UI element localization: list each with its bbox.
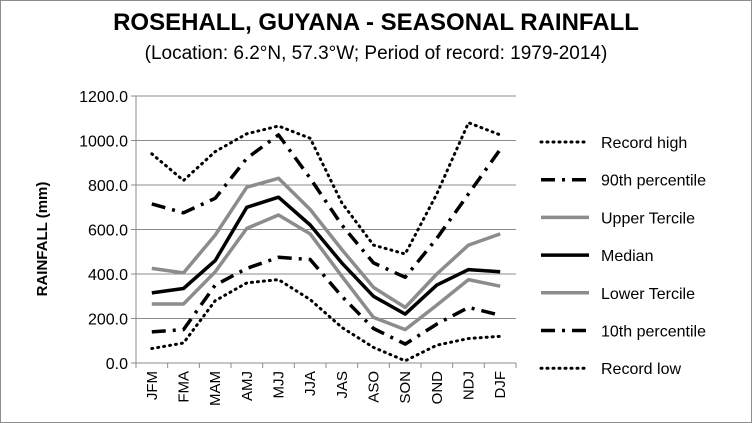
legend: Record high 90th percentile Upper Tercile M…	[539, 135, 706, 378]
legend-label: Median	[601, 248, 653, 265]
x-tick-labels: JFM FMA MAM AMJ MJJ JJA JAS ASO SON OND NDJ DJF	[144, 371, 509, 406]
x-tick-label: NDJ	[461, 371, 478, 400]
chart-subtitle: (Location: 6.2°N, 57.3°W; Period of reco…	[144, 43, 608, 64]
x-tick-label: SON	[397, 371, 414, 404]
y-tick-label: 400.0	[88, 267, 128, 284]
x-tick-label: MJJ	[271, 371, 288, 399]
x-tick-label: FMA	[176, 371, 193, 403]
x-tick-label: JFM	[144, 371, 161, 400]
series-line-record-high	[150, 121, 502, 256]
series-line-record-low	[150, 278, 502, 363]
y-tick-label: 1000.0	[79, 134, 128, 151]
legend-label: Lower Tercile	[601, 286, 695, 303]
x-tick-label: DJF	[492, 371, 509, 399]
chart-title: ROSEHALL, GUYANA - SEASONAL RAINFALL	[113, 9, 639, 36]
y-axis-label: RAINFALL (mm)	[34, 182, 51, 297]
series-line-lower-tercile	[151, 213, 501, 332]
x-tick-label: JJA	[302, 371, 319, 396]
legend-label: Record low	[601, 361, 681, 378]
y-tick-label: 1200.0	[79, 89, 128, 106]
x-tick-label: ASO	[366, 371, 383, 403]
x-tick-label: OND	[429, 371, 446, 405]
axes	[131, 95, 517, 368]
y-tick-label: 800.0	[88, 178, 128, 195]
y-tick-label: 200.0	[88, 312, 128, 329]
y-tick-label: 600.0	[88, 223, 128, 240]
grid-lines	[136, 95, 516, 319]
legend-label: 10th percentile	[601, 324, 706, 341]
legend-label: 90th percentile	[601, 173, 706, 190]
x-tick-label: AMJ	[239, 371, 256, 401]
y-tick-labels: 0.0 200.0 400.0 600.0 800.0 1000.0 1200.0	[79, 89, 128, 373]
series-lines	[150, 121, 502, 363]
x-tick-label: MAM	[207, 371, 224, 406]
series-line-median	[151, 195, 501, 316]
y-tick-label: 0.0	[106, 356, 128, 373]
series-line-90th-percentile	[151, 133, 502, 280]
series-line-upper-tercile	[151, 176, 501, 310]
legend-label: Upper Tercile	[601, 210, 695, 227]
x-tick-label: JAS	[334, 371, 351, 399]
legend-label: Record high	[601, 135, 687, 152]
